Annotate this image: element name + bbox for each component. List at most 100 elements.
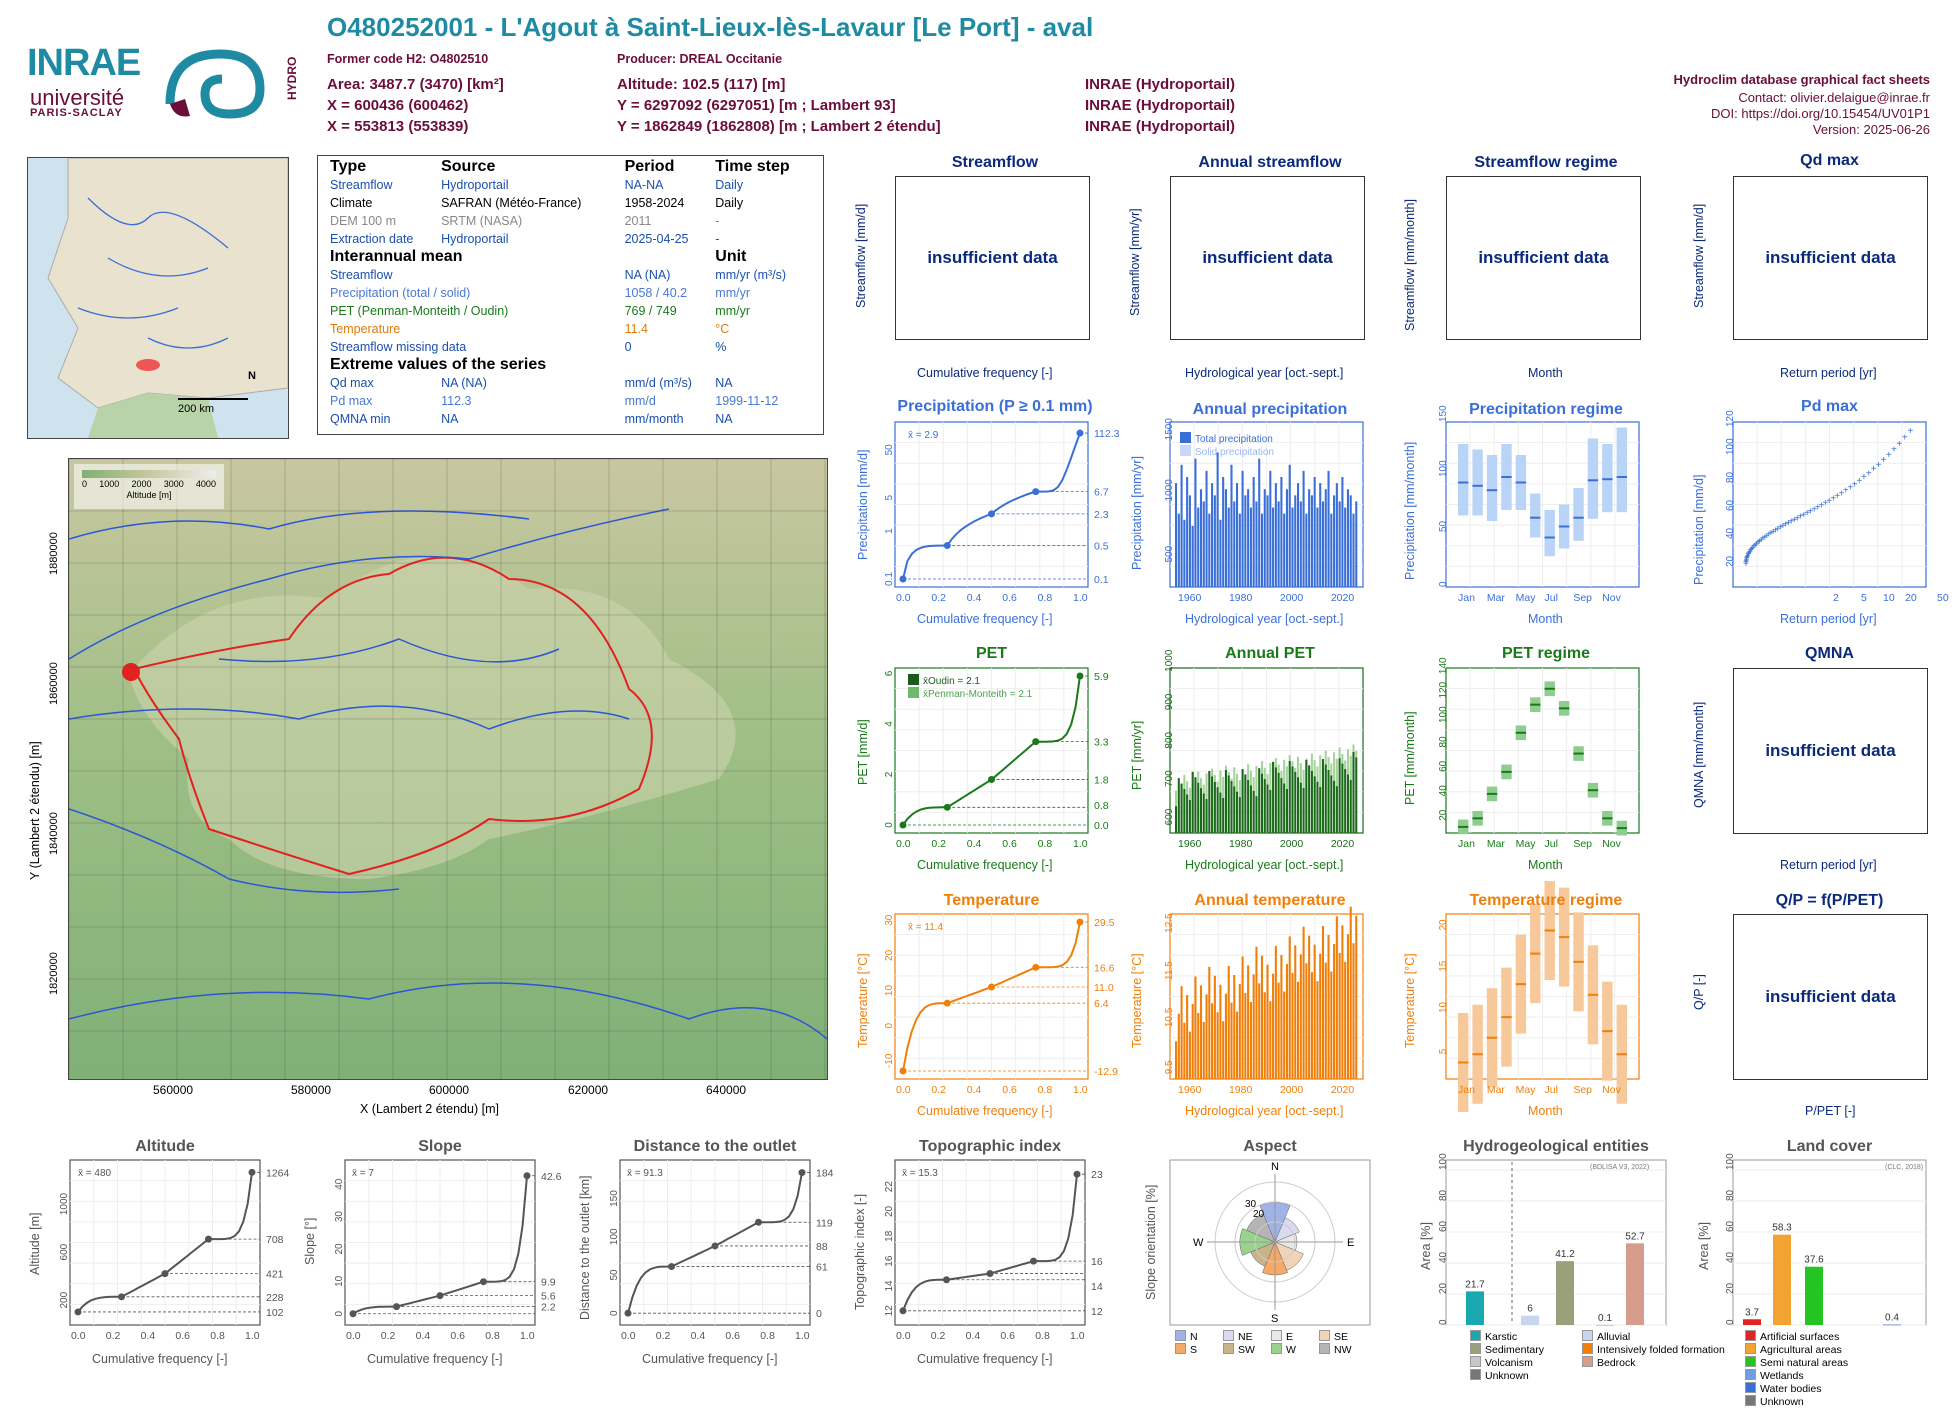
qp-title: Q/P = f(P/PET) bbox=[1733, 892, 1926, 910]
annual_temp-bar bbox=[1225, 994, 1227, 1079]
landcover-ytick: 80 bbox=[1725, 1189, 1736, 1201]
hydrogeo-bar bbox=[1556, 1261, 1574, 1325]
annual_pet-bar bbox=[1322, 759, 1324, 833]
annual_pet-bar bbox=[1181, 784, 1183, 833]
annual_pet-bar bbox=[1217, 787, 1219, 833]
annual_pet-bar bbox=[1258, 768, 1260, 833]
annual_pet-bar-secondary bbox=[1275, 758, 1277, 767]
annual_precip-bar bbox=[1308, 489, 1310, 587]
aspect-ring-label: 20 bbox=[1253, 1209, 1265, 1220]
annual_precip-bar bbox=[1291, 508, 1293, 587]
legend-label: x̄Oudin = 2.1 bbox=[923, 676, 980, 687]
landcover-bar-label: 0.4 bbox=[1885, 1312, 1899, 1323]
annual_pet-bar bbox=[1297, 777, 1299, 833]
topo_cdf-xtick: 0.0 bbox=[896, 1330, 911, 1342]
annual_precip-bar bbox=[1178, 514, 1180, 587]
annual_precip-bar bbox=[1197, 508, 1199, 587]
annual_pet-bar-secondary bbox=[1186, 781, 1188, 794]
pet_cdf-right-label: 0.0 bbox=[1094, 820, 1109, 832]
annual_pet-bar bbox=[1308, 765, 1310, 833]
annual_precip-bar bbox=[1211, 483, 1213, 587]
annual_temp-bar bbox=[1303, 927, 1305, 1079]
annual_pet-bar bbox=[1355, 757, 1357, 833]
annual_pet-xtick: 2020 bbox=[1331, 838, 1355, 850]
precip_regime-box bbox=[1573, 488, 1583, 541]
landcover-frame bbox=[1733, 1160, 1926, 1325]
annual_pet-bar bbox=[1328, 770, 1330, 833]
distance_cdf-ytick: 0 bbox=[609, 1310, 620, 1316]
topo-mean: x̄ = 15.3 bbox=[902, 1168, 938, 1179]
pd-max-ytick: 100 bbox=[1725, 438, 1736, 455]
annual_temp-bar bbox=[1230, 1003, 1232, 1079]
annual_precip-xtick: 2020 bbox=[1331, 592, 1355, 604]
distance-ylabel: Distance to the outlet [km] bbox=[578, 1175, 592, 1320]
annual_pet-bar bbox=[1261, 774, 1263, 833]
annual_temp-ytick: 10.5 bbox=[1164, 1007, 1175, 1027]
annual_precip-bar bbox=[1186, 477, 1188, 587]
annual_temp-bar bbox=[1208, 967, 1210, 1079]
pd-max-ytick: 80 bbox=[1725, 471, 1736, 483]
annual_temp-bar bbox=[1200, 985, 1202, 1079]
temp_regime-ytick: 20 bbox=[1438, 919, 1449, 931]
slope-mean: x̄ = 7 bbox=[352, 1168, 374, 1179]
temp-xlabel: Cumulative frequency [-] bbox=[917, 1104, 1052, 1118]
legend-item: Bedrock bbox=[1582, 1356, 1694, 1369]
pet-regime-xlabel: Month bbox=[1528, 858, 1563, 872]
pet_cdf-right-label: 1.8 bbox=[1094, 775, 1109, 787]
topo_cdf-ytick: 12 bbox=[884, 1305, 895, 1317]
annual_precip-bar bbox=[1328, 471, 1330, 587]
topo_cdf-xtick: 0.8 bbox=[1035, 1330, 1050, 1342]
landcover-ytick: 60 bbox=[1725, 1220, 1736, 1232]
landcover-bar bbox=[1883, 1324, 1901, 1325]
annual_pet-bar-secondary bbox=[1347, 749, 1349, 774]
annual_pet-bar-secondary bbox=[1303, 770, 1305, 788]
precip_regime-box bbox=[1530, 494, 1540, 538]
annual_pet-bar bbox=[1253, 791, 1255, 833]
annual_precip-bar bbox=[1175, 483, 1177, 587]
precip-regime-title: Precipitation regime bbox=[1446, 401, 1646, 419]
temp_cdf-xtick: 0.8 bbox=[1038, 1084, 1053, 1096]
annual_pet-bar bbox=[1247, 780, 1249, 833]
annual_precip-bar bbox=[1283, 514, 1285, 587]
annual_temp-bar bbox=[1258, 983, 1260, 1079]
annual_pet-bar-secondary bbox=[1289, 755, 1291, 761]
annual_pet-bar bbox=[1230, 781, 1232, 833]
precip_regime-ytick: 50 bbox=[1438, 520, 1449, 532]
annual_precip-bar bbox=[1208, 514, 1210, 587]
annual_temp-bar bbox=[1192, 1004, 1194, 1079]
annual-precip-title: Annual precipitation bbox=[1170, 401, 1370, 419]
annual_pet-ytick: 600 bbox=[1164, 808, 1175, 825]
annual_pet-bar bbox=[1344, 769, 1346, 833]
qmna-panel: insufficient data bbox=[1733, 668, 1928, 834]
precip_cdf-right-label: 0.1 bbox=[1094, 574, 1109, 586]
annual_precip-bar bbox=[1339, 501, 1341, 587]
legend-item: Alluvial bbox=[1582, 1330, 1694, 1343]
hydrogeo-source: (BDLISA V3, 2022) bbox=[1590, 1164, 1649, 1171]
altitude_cdf-right-label: 228 bbox=[266, 1292, 284, 1304]
annual_pet-bar-secondary bbox=[1297, 757, 1299, 777]
precip_cdf-xtick: 0.4 bbox=[967, 592, 982, 604]
annual_temp-bar bbox=[1244, 993, 1246, 1079]
temp_regime-xtick: Mar bbox=[1487, 1084, 1506, 1096]
annual_pet-bar bbox=[1233, 786, 1235, 833]
temp_regime-ytick: 10 bbox=[1438, 1001, 1449, 1013]
precip-title: Precipitation (P ≥ 0.1 mm) bbox=[880, 398, 1110, 416]
annual_pet-bar-secondary bbox=[1261, 761, 1263, 773]
annual_precip-bar bbox=[1269, 471, 1271, 587]
annual_precip-xtick: 1960 bbox=[1178, 592, 1202, 604]
annual_precip-bar bbox=[1303, 471, 1305, 587]
annual_precip-bar bbox=[1242, 471, 1244, 587]
annual_temp-bar bbox=[1283, 992, 1285, 1079]
hydrogeo-ytick: 0 bbox=[1438, 1319, 1449, 1325]
annual_pet-bar bbox=[1316, 782, 1318, 833]
aspect-legend-item: S bbox=[1175, 1343, 1223, 1356]
annual_temp-bar bbox=[1350, 907, 1352, 1079]
annual_pet-bar-secondary bbox=[1203, 785, 1205, 794]
precip-regime-xlabel: Month bbox=[1528, 612, 1563, 626]
legend-item: Wetlands bbox=[1745, 1369, 1857, 1382]
annual_temp-bar bbox=[1267, 965, 1269, 1079]
annual_temp-bar bbox=[1181, 986, 1183, 1079]
annual_precip-bar bbox=[1325, 489, 1327, 587]
aspect-legend-item: SE bbox=[1319, 1330, 1367, 1343]
pd-max-ytick: 60 bbox=[1725, 499, 1736, 511]
